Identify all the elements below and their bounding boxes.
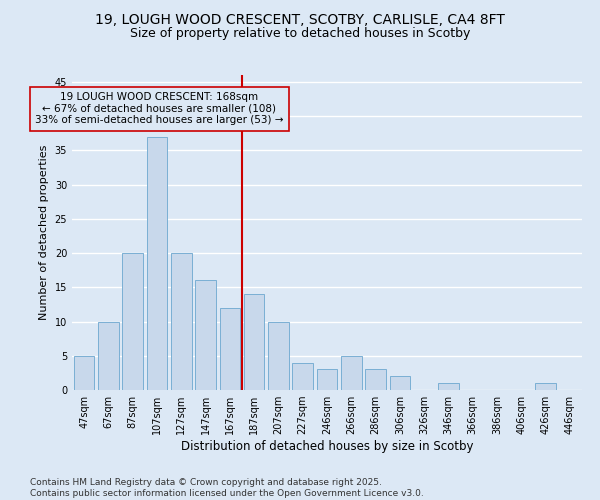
Bar xyxy=(268,322,289,390)
Bar xyxy=(220,308,240,390)
Bar xyxy=(122,253,143,390)
Bar xyxy=(341,356,362,390)
Bar xyxy=(98,322,119,390)
Bar xyxy=(146,136,167,390)
Text: Contains HM Land Registry data © Crown copyright and database right 2025.
Contai: Contains HM Land Registry data © Crown c… xyxy=(30,478,424,498)
Y-axis label: Number of detached properties: Number of detached properties xyxy=(39,145,49,320)
X-axis label: Distribution of detached houses by size in Scotby: Distribution of detached houses by size … xyxy=(181,440,473,453)
Bar xyxy=(317,370,337,390)
Text: 19 LOUGH WOOD CRESCENT: 168sqm
← 67% of detached houses are smaller (108)
33% of: 19 LOUGH WOOD CRESCENT: 168sqm ← 67% of … xyxy=(35,92,284,126)
Bar xyxy=(535,383,556,390)
Bar xyxy=(74,356,94,390)
Bar xyxy=(171,253,191,390)
Bar xyxy=(365,370,386,390)
Bar xyxy=(195,280,216,390)
Bar xyxy=(244,294,265,390)
Text: Size of property relative to detached houses in Scotby: Size of property relative to detached ho… xyxy=(130,28,470,40)
Text: 19, LOUGH WOOD CRESCENT, SCOTBY, CARLISLE, CA4 8FT: 19, LOUGH WOOD CRESCENT, SCOTBY, CARLISL… xyxy=(95,12,505,26)
Bar xyxy=(438,383,459,390)
Bar xyxy=(292,362,313,390)
Bar xyxy=(389,376,410,390)
